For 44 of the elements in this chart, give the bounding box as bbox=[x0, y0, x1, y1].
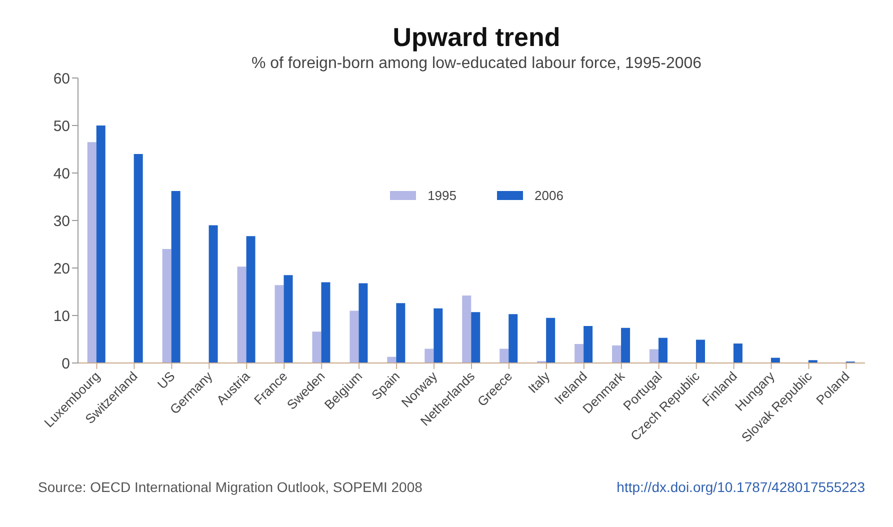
bar bbox=[274, 285, 284, 363]
y-tick-label: 40 bbox=[53, 165, 70, 182]
bar bbox=[396, 303, 406, 363]
bar bbox=[508, 314, 518, 363]
chart-title: Upward trend bbox=[392, 21, 562, 53]
bar bbox=[424, 348, 434, 363]
bar bbox=[584, 326, 593, 363]
bar bbox=[284, 275, 293, 363]
bar bbox=[350, 310, 359, 363]
bar bbox=[733, 344, 742, 363]
text: http://dx.doi.org/10.1787/428017555223 bbox=[616, 479, 865, 495]
bar bbox=[171, 191, 180, 363]
legend-label: 2006 bbox=[534, 188, 564, 203]
bar bbox=[658, 338, 668, 363]
bar bbox=[612, 345, 622, 363]
bar bbox=[321, 282, 330, 363]
bar bbox=[312, 332, 322, 363]
bar bbox=[650, 349, 659, 363]
y-tick-label: 60 bbox=[53, 70, 70, 88]
bar bbox=[134, 154, 143, 363]
bar bbox=[87, 142, 96, 363]
bar bbox=[500, 348, 509, 363]
bar bbox=[237, 266, 246, 363]
x-tick-label: Italy bbox=[525, 368, 553, 396]
bar bbox=[246, 236, 256, 363]
bar bbox=[696, 340, 705, 363]
y-tick-label: 10 bbox=[53, 308, 70, 325]
y-tick-label: 30 bbox=[53, 212, 70, 230]
bar bbox=[96, 126, 106, 363]
y-tick-label: 20 bbox=[53, 260, 70, 278]
bar bbox=[462, 296, 472, 363]
y-tick-label: 50 bbox=[53, 118, 70, 135]
bar bbox=[621, 328, 630, 363]
bar bbox=[434, 308, 443, 363]
legend-label: 1995 bbox=[426, 188, 456, 203]
chart-subtitle: % of foreign-born among low-educated labour force, 1995-2006 bbox=[251, 55, 702, 72]
bar bbox=[546, 318, 556, 363]
bar bbox=[574, 344, 584, 363]
bar bbox=[162, 249, 172, 363]
y-tick-label: 0 bbox=[62, 355, 70, 372]
bar bbox=[471, 312, 480, 363]
bar bbox=[208, 225, 218, 363]
bar bbox=[358, 283, 368, 363]
source-note: Source: OECD International Migration Outlook, SOPEMI 2008 bbox=[38, 479, 422, 495]
